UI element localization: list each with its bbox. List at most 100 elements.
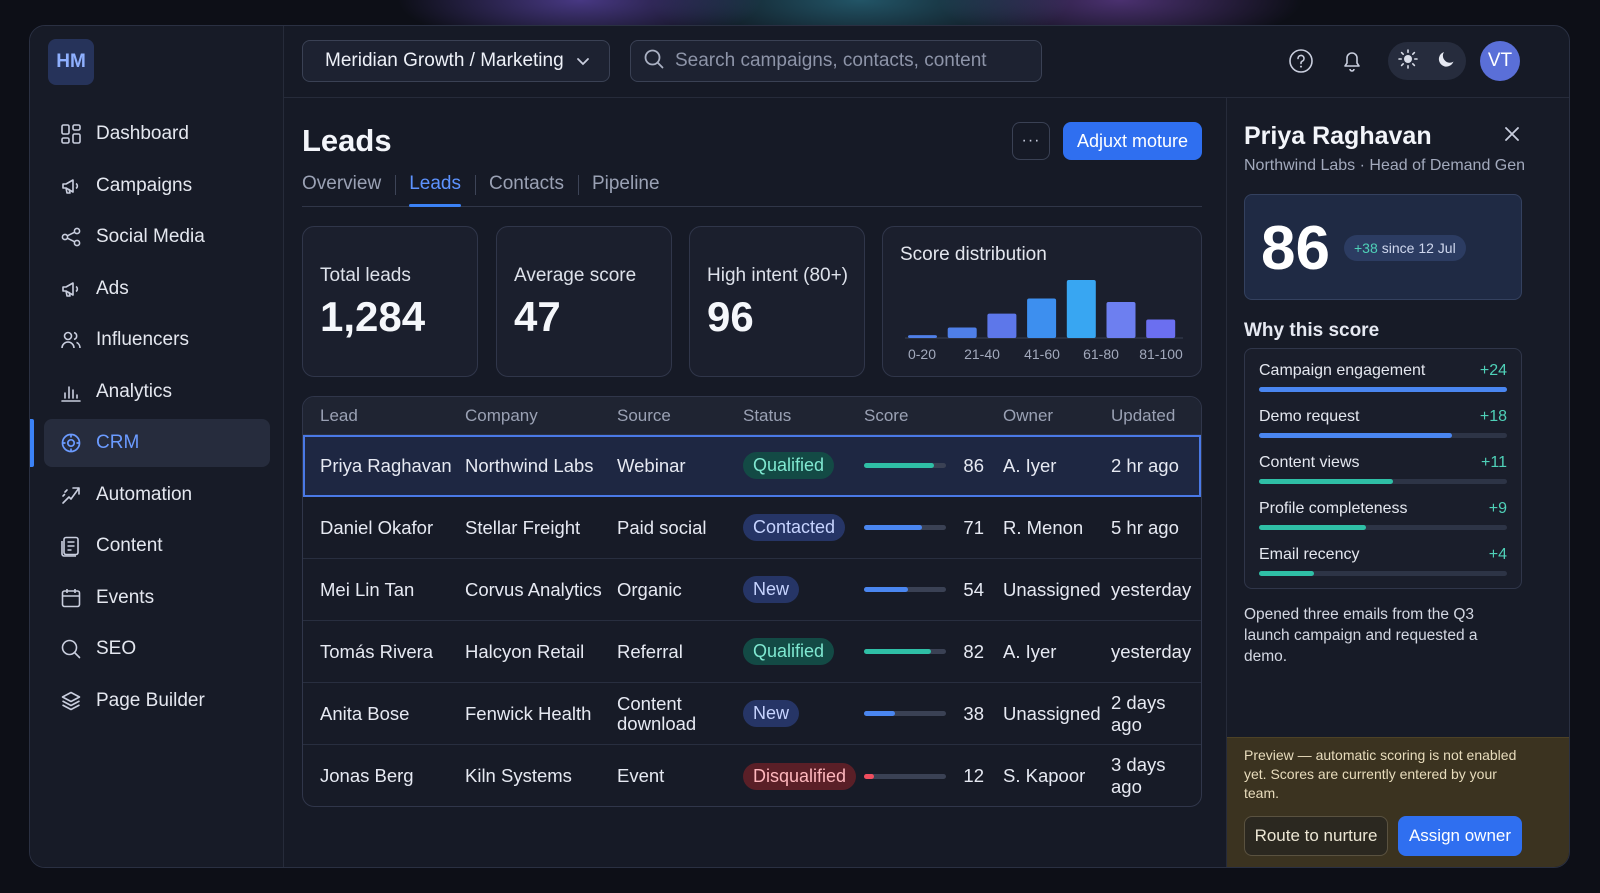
sidebar-item-events[interactable]: Events (44, 574, 270, 622)
tab-leads[interactable]: Leads (395, 173, 475, 207)
tab-contacts[interactable]: Contacts (474, 173, 578, 206)
top-bar: Meridian Growth / Marketing VT (284, 26, 1569, 98)
app-logo[interactable]: HM (48, 39, 94, 85)
cell-source: Content download (617, 692, 697, 734)
main-content: Leads ··· Adjuxt moture Overview Leads Con… (284, 98, 1228, 867)
stat-label: High intent (80+) (707, 265, 848, 286)
cell-source: Paid social (617, 516, 707, 538)
distribution-chart: 0-20 21-40 41-60 61-80 81-100 (905, 280, 1183, 362)
table-row[interactable]: Priya Raghavan Northwind Labs Webinar Quali… (303, 435, 1201, 497)
stat-card-high-intent: High intent (80+) 96 (689, 226, 865, 377)
cell-lead: Anita Bose (320, 702, 410, 724)
distribution-bar (947, 327, 977, 338)
more-options-button[interactable]: ··· (1012, 122, 1050, 160)
distribution-tick-label: 81-100 (1139, 346, 1183, 362)
why-score-title: Why this score (1244, 320, 1380, 341)
sidebar-item-dashboard[interactable]: Dashboard (44, 110, 270, 158)
sidebar-item-crm[interactable]: CRM (30, 419, 270, 467)
global-search[interactable] (630, 40, 1042, 82)
sidebar-item-page-builder[interactable]: Page Builder (44, 677, 270, 725)
stat-value: 96 (707, 293, 754, 340)
moon-icon[interactable] (1436, 48, 1458, 75)
score-delta-suffix: since 12 Jul (1381, 240, 1456, 256)
sidebar-item-label: Content (96, 535, 163, 556)
cell-status: Contacted (743, 514, 846, 541)
help-icon[interactable] (1286, 46, 1316, 76)
route-to-nurture-button[interactable]: Route to nurture (1244, 816, 1388, 856)
lead-score: 86 (1261, 214, 1330, 283)
cell-updated: 5 hr ago (1111, 516, 1179, 538)
assign-owner-button[interactable]: Assign owner (1398, 816, 1522, 856)
tab-overview[interactable]: Overview (302, 173, 382, 194)
score-value: 82 (963, 640, 984, 662)
sidebar-item-ads[interactable]: Ads (44, 265, 270, 313)
sidebar-item-content[interactable]: Content (44, 522, 270, 570)
megaphone-icon (60, 278, 82, 300)
score-note: Opened three emails from the Q3 launch c… (1244, 606, 1478, 665)
score-bar-fill (864, 773, 874, 779)
search-icon (60, 638, 82, 660)
factor-fill (1259, 525, 1366, 530)
score-value: 12 (963, 765, 984, 786)
adjust-button[interactable]: Adjuxt moture (1063, 122, 1202, 160)
factor-fill (1259, 433, 1453, 438)
cell-lead: Jonas Berg (320, 765, 414, 786)
stat-value: 1,284 (320, 293, 426, 340)
score-bar-fill (864, 525, 922, 530)
score-factor: Content views +11 (1259, 441, 1507, 487)
cell-company: Halcyon Retail (465, 640, 585, 662)
column-header-score[interactable]: Score (864, 405, 909, 425)
cell-lead: Tomás Rivera (320, 640, 434, 662)
distribution-title: Score distribution (900, 244, 1047, 265)
column-header-source[interactable]: Source (617, 405, 671, 425)
table-row[interactable]: Daniel Okafor Stellar Freight Paid social C… (303, 497, 1201, 559)
factor-label: Demo request (1259, 408, 1360, 425)
sidebar-item-campaigns[interactable]: Campaigns (44, 162, 270, 210)
distribution-bar (1146, 319, 1176, 338)
bell-icon[interactable] (1337, 46, 1367, 76)
cell-updated: 2 hr ago (1111, 454, 1179, 476)
user-avatar[interactable]: VT (1480, 41, 1520, 81)
theme-toggle[interactable] (1388, 42, 1466, 80)
score-delta-badge: +38 since 12 Jul (1344, 235, 1466, 261)
cell-company: Corvus Analytics (465, 578, 602, 600)
score-factor: Demo request +18 (1259, 395, 1507, 441)
sidebar-item-label: Dashboard (96, 123, 189, 144)
column-header-status[interactable]: Status (743, 405, 792, 425)
sidebar-item-analytics[interactable]: Analytics (44, 368, 270, 416)
megaphone-icon (60, 175, 82, 197)
search-input[interactable] (675, 50, 1035, 72)
distribution-bar (1027, 298, 1057, 338)
layers-icon (60, 690, 82, 712)
score-distribution-card: Score distribution 0-20 21-40 41-60 61-80 81… (882, 226, 1202, 377)
sidebar-item-social-media[interactable]: Social Media (44, 213, 270, 261)
table-row[interactable]: Anita Bose Fenwick Health Content download… (303, 683, 1201, 745)
sidebar-item-label: Page Builder (96, 689, 205, 711)
distribution-bar (987, 313, 1017, 338)
cell-owner: Unassigned (1003, 578, 1101, 600)
column-header-updated[interactable]: Updated (1111, 405, 1176, 425)
column-header-company[interactable]: Company (465, 405, 538, 425)
factor-fill (1259, 387, 1507, 392)
column-header-lead[interactable]: Lead (320, 405, 358, 425)
cell-score: 12 (864, 765, 984, 787)
sidebar-nav: Dashboard Campaigns Social Media Ads Influen… (30, 110, 270, 728)
sidebar-item-automation[interactable]: Automation (44, 471, 270, 519)
sidebar-item-influencers[interactable]: Influencers (44, 316, 270, 364)
close-icon[interactable] (1502, 124, 1522, 149)
stat-value: 47 (514, 293, 561, 340)
sidebar-item-seo[interactable]: SEO (44, 625, 270, 673)
column-header-owner[interactable]: Owner (1003, 405, 1054, 425)
table-row[interactable]: Tomás Rivera Halcyon Retail Referral Qualif… (303, 621, 1201, 683)
score-bar-fill (864, 711, 895, 716)
sun-icon[interactable] (1397, 48, 1419, 75)
tab-pipeline[interactable]: Pipeline (577, 173, 674, 206)
sidebar-item-label: Automation (96, 483, 193, 505)
lead-detail-panel: Priya Raghavan Northwind Labs · Head of … (1226, 98, 1569, 867)
app-window: HM Dashboard Campaigns Social Media Ads Infl… (29, 25, 1570, 868)
cell-source: Webinar (617, 454, 686, 476)
workspace-selector[interactable]: Meridian Growth / Marketing (302, 40, 610, 82)
cell-score: 54 (864, 579, 984, 601)
table-row[interactable]: Jonas Berg Kiln Systems Event Disqualified 1… (303, 745, 1201, 806)
table-row[interactable]: Mei Lin Tan Corvus Analytics Organic New 54 U… (303, 559, 1201, 621)
